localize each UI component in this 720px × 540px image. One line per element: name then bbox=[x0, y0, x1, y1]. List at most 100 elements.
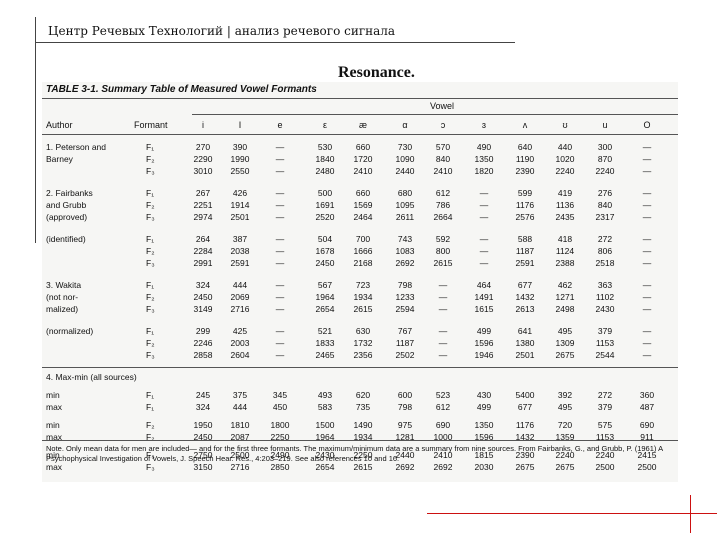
row-author: (not nor- bbox=[46, 292, 79, 302]
row-formant: F₂ bbox=[146, 420, 155, 430]
table-cell: 2388 bbox=[555, 258, 575, 268]
vowel-header-rule bbox=[192, 114, 678, 115]
row-formant: F₂ bbox=[146, 246, 155, 256]
table-cell: 2240 bbox=[595, 166, 615, 176]
table-cell: — bbox=[275, 234, 285, 244]
table-cell: 570 bbox=[435, 142, 451, 152]
table-cell: 588 bbox=[517, 234, 533, 244]
vowel-header: ɔ bbox=[440, 120, 446, 130]
table-cell: 521 bbox=[317, 326, 333, 336]
table-cell: 2030 bbox=[474, 462, 494, 472]
table-cell: 2675 bbox=[555, 462, 575, 472]
table-cell: 2654 bbox=[315, 304, 335, 314]
row-author: min bbox=[46, 450, 60, 460]
table-cell: 272 bbox=[597, 234, 613, 244]
table-cell: 2465 bbox=[315, 350, 335, 360]
table-cell: 612 bbox=[435, 402, 451, 412]
table-top-rule bbox=[42, 98, 678, 99]
table-cell: 1233 bbox=[395, 292, 415, 302]
table-cell: 2615 bbox=[353, 462, 373, 472]
table-cell: 499 bbox=[476, 402, 492, 412]
table-cell: 1090 bbox=[395, 154, 415, 164]
table-cell: 2440 bbox=[395, 166, 415, 176]
table-row: (approved) F₃ 2974 2501 — 2520 2464 2611 2664 — 25… bbox=[42, 212, 678, 223]
table-cell: 1800 bbox=[270, 420, 290, 430]
row-author: Barney bbox=[46, 154, 73, 164]
table-cell: 504 bbox=[317, 234, 333, 244]
row-author: max bbox=[46, 462, 63, 472]
table-cell: 2611 bbox=[395, 212, 415, 222]
table-cell: 2502 bbox=[395, 350, 415, 360]
table-cell: 723 bbox=[355, 280, 371, 290]
table-cell: 2410 bbox=[433, 166, 453, 176]
table-cell: 1350 bbox=[474, 154, 494, 164]
table-cell: 2604 bbox=[230, 350, 250, 360]
row-formant: F₃ bbox=[146, 166, 155, 176]
table-cell: 1990 bbox=[230, 154, 250, 164]
table-cell: — bbox=[438, 326, 448, 336]
table-cell: 798 bbox=[397, 402, 413, 412]
row-formant: F₁ bbox=[146, 402, 155, 412]
row-formant: F₁ bbox=[146, 326, 155, 336]
table-cell: 798 bbox=[397, 280, 413, 290]
table-cell: 1491 bbox=[474, 292, 494, 302]
table-cell: 2664 bbox=[433, 212, 453, 222]
table-cell: 3149 bbox=[193, 304, 213, 314]
table-cell: 1020 bbox=[555, 154, 575, 164]
table-cell: 2490 bbox=[270, 450, 290, 460]
table-cell: 2591 bbox=[515, 258, 535, 268]
table-cell: 2500 bbox=[595, 462, 615, 472]
table-row: min F₃ 2750 2500 2490 2430 2250 2440 2410 1815 239… bbox=[42, 450, 678, 461]
row-author: malized) bbox=[46, 304, 79, 314]
table-cell: — bbox=[642, 188, 652, 198]
table-cell: 300 bbox=[597, 142, 613, 152]
table-cell: 1615 bbox=[474, 304, 494, 314]
table-cell: 1136 bbox=[555, 200, 575, 210]
row-formant: F₂ bbox=[146, 432, 155, 442]
red-accent-horizontal bbox=[427, 513, 717, 514]
table-cell: 1176 bbox=[515, 420, 535, 430]
table-cell: 1153 bbox=[595, 432, 615, 442]
table-cell: 2500 bbox=[230, 450, 250, 460]
table-cell: 599 bbox=[517, 188, 533, 198]
table-cell: 464 bbox=[476, 280, 492, 290]
table-cell: 2518 bbox=[595, 258, 615, 268]
table-bottom-rule bbox=[42, 440, 678, 441]
table-row: 3. Wakita F₁ 324 444 — 567 723 798 — 464 677 462 363… bbox=[42, 280, 678, 291]
table-row: Barney F₂ 2290 1990 — 1840 1720 1090 840 1350 1190… bbox=[42, 154, 678, 165]
table-cell: 426 bbox=[232, 188, 248, 198]
table-cell: 440 bbox=[557, 142, 573, 152]
row-formant: F₁ bbox=[146, 234, 155, 244]
table-cell: 390 bbox=[232, 142, 248, 152]
header-title: Центр Речевых Технологий | анализ речево… bbox=[48, 24, 396, 38]
row-formant: F₁ bbox=[146, 280, 155, 290]
table-cell: 1000 bbox=[433, 432, 453, 442]
table-cell: 690 bbox=[435, 420, 451, 430]
table-cell: — bbox=[275, 326, 285, 336]
vowel-header: ε bbox=[322, 120, 327, 130]
table-row: and Grubb F₂ 2251 1914 — 1691 1569 1095 786 — 1176… bbox=[42, 200, 678, 211]
table-cell: 2317 bbox=[595, 212, 615, 222]
table-cell: 264 bbox=[195, 234, 211, 244]
red-accent-vertical bbox=[690, 495, 691, 533]
table-cell: 1569 bbox=[353, 200, 373, 210]
table-cell: 677 bbox=[517, 402, 533, 412]
table-cell: 583 bbox=[317, 402, 333, 412]
table-cell: — bbox=[479, 246, 489, 256]
table-cell: 490 bbox=[476, 142, 492, 152]
table-cell: 3010 bbox=[193, 166, 213, 176]
table-cell: 499 bbox=[476, 326, 492, 336]
table-cell: — bbox=[642, 258, 652, 268]
row-formant: F₃ bbox=[146, 258, 155, 268]
table-cell: 2615 bbox=[433, 258, 453, 268]
table-cell: 2716 bbox=[230, 304, 250, 314]
table-cell: — bbox=[275, 350, 285, 360]
table-cell: 2240 bbox=[595, 450, 615, 460]
table-cell: 612 bbox=[435, 188, 451, 198]
table-cell: — bbox=[642, 200, 652, 210]
vowel-header: ʌ bbox=[522, 120, 528, 130]
table-cell: 450 bbox=[272, 402, 288, 412]
table-cell: 1720 bbox=[353, 154, 373, 164]
table-cell: 1950 bbox=[193, 420, 213, 430]
table-cell: — bbox=[642, 212, 652, 222]
